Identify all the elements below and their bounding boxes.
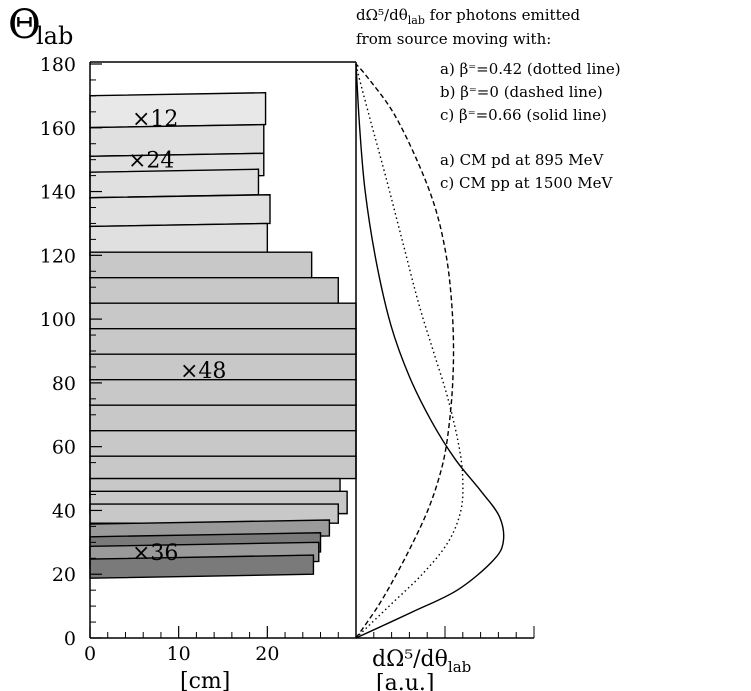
header-line1-tail: for photons emitted xyxy=(425,6,581,24)
bar-1-3 xyxy=(89,194,271,228)
theta-subscript: lab xyxy=(36,22,73,50)
bar-2-7 xyxy=(89,430,357,457)
legend-note-pd: a) CM pd at 895 MeV xyxy=(440,151,605,169)
legend-item-solid: c) β⁼=0.66 (solid line) xyxy=(440,106,607,124)
legend-item-dashed: b) β⁼=0 (dashed line) xyxy=(440,83,603,101)
group-label-0: ×12 xyxy=(132,107,178,132)
legend-item-dotted: a) β⁼=0.42 (dotted line) xyxy=(440,60,621,78)
bar-2-0 xyxy=(89,251,313,279)
x-tick-label-10: 10 xyxy=(167,643,191,665)
theta-symbol: Θ xyxy=(8,2,41,48)
bar-2-6 xyxy=(89,404,357,432)
y-tick-label-0: 0 xyxy=(64,628,76,650)
x-axis-label-dist-main: dΩ⁵/dθ xyxy=(372,647,448,672)
x-tick-label-20: 20 xyxy=(255,643,279,665)
x-tick-label-0: 0 xyxy=(84,643,96,665)
bar-2-8 xyxy=(89,455,357,480)
x-axis-label-dist-sub: lab xyxy=(448,658,471,676)
y-tick-label-140: 140 xyxy=(40,182,76,204)
header-line1-main: dΩ⁵/dθlab for photons emitted xyxy=(356,6,580,27)
bar-2-3 xyxy=(89,327,357,355)
y-tick-label-40: 40 xyxy=(52,500,76,522)
group-label-2: ×48 xyxy=(180,359,226,384)
axes-frame xyxy=(89,61,534,639)
curves xyxy=(355,63,505,639)
header-line1-a: dΩ⁵/dθ xyxy=(356,6,408,24)
y-tick-label-20: 20 xyxy=(52,564,76,586)
header-line2: from source moving with: xyxy=(356,30,551,48)
detector-bars xyxy=(89,91,357,579)
curve-solid xyxy=(355,63,505,639)
header-line1-sub: lab xyxy=(408,14,425,27)
x-axis-label-cm: [cm] xyxy=(180,669,230,691)
bar-3-3 xyxy=(89,554,315,579)
y-tick-label-120: 120 xyxy=(40,245,76,267)
x-axis-label-dist: dΩ⁵/dθlab xyxy=(372,647,471,676)
y-tick-label-60: 60 xyxy=(52,437,76,459)
axis-ticks: 0 20 40 60 80 100 120 140 160 180 0 10 20 xyxy=(40,54,535,665)
x-axis-unit-au: [a.u.] xyxy=(376,671,434,691)
bar-2-2 xyxy=(89,302,357,330)
group-labels: ×12 ×24 ×48 ×36 xyxy=(128,107,226,566)
bar-1-4 xyxy=(89,222,269,256)
legend-note-pp: c) CM pp at 1500 MeV xyxy=(440,174,614,192)
y-tick-label-180: 180 xyxy=(40,54,76,76)
group-label-1: ×24 xyxy=(128,149,174,174)
y-tick-label-160: 160 xyxy=(40,118,76,140)
y-tick-label-100: 100 xyxy=(40,309,76,331)
bar-2-1 xyxy=(89,276,339,304)
group-label-3: ×36 xyxy=(132,541,178,566)
y-tick-label-80: 80 xyxy=(52,373,76,395)
curve-dashed xyxy=(355,63,455,639)
